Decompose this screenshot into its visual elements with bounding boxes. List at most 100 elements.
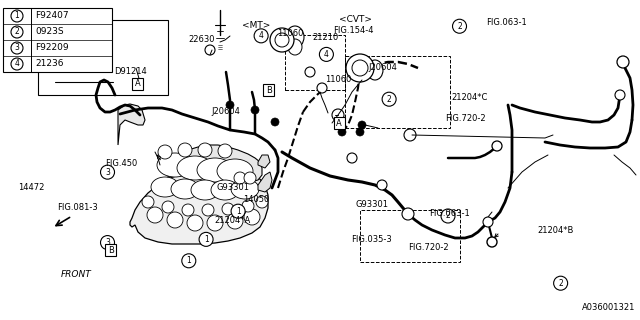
Circle shape (187, 215, 203, 231)
Text: 21236: 21236 (35, 60, 63, 68)
Circle shape (162, 201, 174, 213)
Text: J20604: J20604 (368, 63, 397, 72)
Circle shape (404, 129, 416, 141)
Text: 2: 2 (558, 279, 563, 288)
Text: 21210: 21210 (312, 33, 339, 42)
Circle shape (356, 128, 364, 136)
Ellipse shape (151, 177, 179, 197)
Circle shape (242, 200, 254, 212)
Ellipse shape (286, 26, 304, 48)
Circle shape (317, 83, 327, 93)
Ellipse shape (367, 60, 383, 80)
Ellipse shape (288, 39, 302, 55)
Circle shape (487, 237, 497, 247)
Text: A036001321: A036001321 (582, 303, 635, 312)
Circle shape (11, 42, 23, 54)
Circle shape (11, 58, 23, 70)
Ellipse shape (157, 153, 193, 177)
Text: 4: 4 (324, 50, 329, 59)
Text: 21204*A: 21204*A (214, 216, 251, 225)
Bar (285, 35, 345, 90)
Text: F92209: F92209 (35, 44, 68, 52)
Text: FIG.063-1: FIG.063-1 (486, 18, 527, 27)
Ellipse shape (177, 156, 213, 180)
Circle shape (11, 10, 23, 22)
Circle shape (492, 141, 502, 151)
Circle shape (207, 215, 223, 231)
Circle shape (554, 276, 568, 290)
Ellipse shape (211, 180, 239, 200)
Circle shape (452, 19, 467, 33)
Polygon shape (130, 160, 268, 244)
Text: 3: 3 (15, 44, 19, 52)
Circle shape (271, 118, 279, 126)
Circle shape (182, 204, 194, 216)
Circle shape (226, 101, 234, 109)
Circle shape (222, 203, 234, 215)
Circle shape (142, 196, 154, 208)
Polygon shape (118, 104, 145, 145)
Circle shape (358, 121, 366, 129)
Circle shape (244, 172, 256, 184)
Circle shape (402, 208, 414, 220)
Circle shape (100, 236, 115, 250)
Polygon shape (160, 145, 262, 182)
Circle shape (270, 28, 294, 52)
Text: FIG.450: FIG.450 (106, 159, 138, 168)
Text: <CVT>: <CVT> (339, 15, 372, 24)
Circle shape (11, 26, 23, 38)
Text: 11060: 11060 (325, 75, 351, 84)
Circle shape (332, 109, 344, 121)
Text: 2: 2 (387, 95, 392, 104)
Circle shape (338, 128, 346, 136)
Circle shape (182, 254, 196, 268)
Circle shape (199, 232, 213, 246)
Circle shape (227, 213, 243, 229)
Circle shape (305, 67, 315, 77)
Ellipse shape (231, 179, 259, 199)
Circle shape (441, 209, 455, 223)
Text: 1: 1 (236, 207, 241, 216)
Circle shape (205, 45, 215, 55)
Circle shape (346, 54, 374, 82)
Circle shape (251, 106, 259, 114)
Text: FIG.035-3: FIG.035-3 (351, 235, 392, 244)
Circle shape (615, 90, 625, 100)
Text: 3: 3 (105, 238, 110, 247)
Circle shape (382, 92, 396, 106)
Circle shape (254, 29, 268, 43)
Text: A: A (135, 79, 140, 88)
Text: 2: 2 (15, 28, 19, 36)
Bar (132, 78, 143, 90)
Text: F92407: F92407 (35, 12, 68, 20)
Text: 21204*C: 21204*C (452, 93, 488, 102)
Text: FIG.720-2: FIG.720-2 (408, 243, 449, 252)
Circle shape (158, 145, 172, 159)
Circle shape (319, 47, 333, 61)
Text: FIG.720-2: FIG.720-2 (445, 114, 485, 123)
Text: 1: 1 (204, 235, 209, 244)
Text: FRONT: FRONT (61, 270, 92, 279)
Text: 1: 1 (186, 256, 191, 265)
Text: FIG.063-1: FIG.063-1 (429, 209, 470, 218)
Ellipse shape (171, 179, 199, 199)
Text: J20604: J20604 (211, 108, 240, 116)
Circle shape (377, 180, 387, 190)
Text: 14472: 14472 (18, 183, 44, 192)
Ellipse shape (217, 159, 253, 183)
Circle shape (178, 143, 192, 157)
Text: 11060: 11060 (277, 29, 303, 38)
Text: 2: 2 (445, 212, 451, 220)
Circle shape (231, 204, 245, 218)
Bar (105, 244, 116, 256)
Circle shape (100, 165, 115, 179)
Text: D91214: D91214 (114, 68, 147, 76)
Polygon shape (258, 172, 272, 192)
Circle shape (347, 153, 357, 163)
Circle shape (352, 60, 368, 76)
Bar (360, 210, 460, 262)
Polygon shape (258, 155, 270, 168)
Text: 1: 1 (15, 12, 19, 20)
Circle shape (275, 33, 289, 47)
Circle shape (167, 212, 183, 228)
